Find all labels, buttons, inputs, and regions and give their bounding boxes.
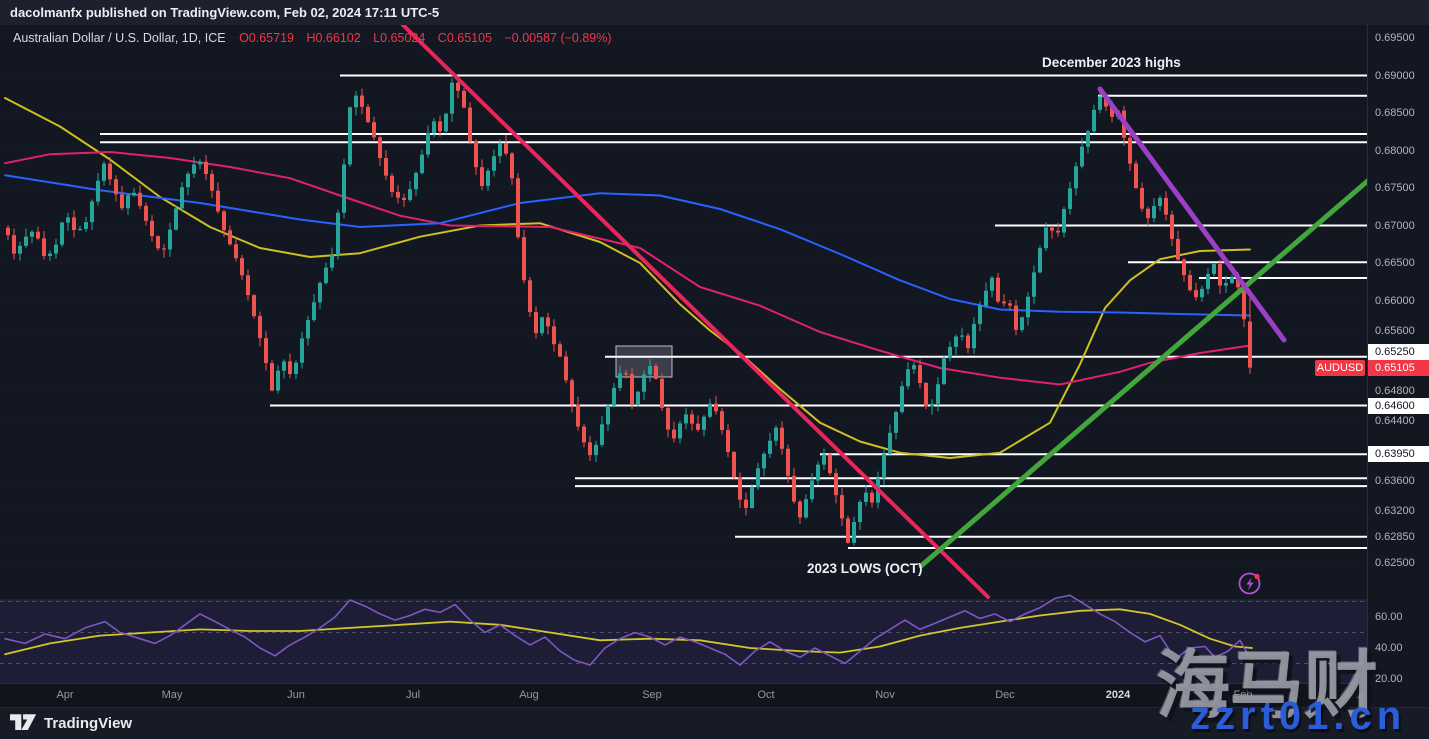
- time-axis-label: May: [161, 689, 183, 701]
- price-tick-label: 0.64800: [1375, 384, 1415, 397]
- publish-text: dacolmanfx published on TradingView.com,…: [10, 5, 440, 20]
- ohlc-open: O0.65719: [239, 31, 294, 45]
- time-axis-label: 2024: [1105, 689, 1131, 701]
- rsi-tick-label: 40.00: [1375, 642, 1403, 654]
- time-axis-label: Sep: [642, 689, 662, 701]
- time-axis-label: Oct: [757, 689, 775, 701]
- price-level-badge: 0.63950: [1368, 446, 1429, 463]
- price-axis[interactable]: 0.69500 0.69000 0.68500 0.68000 0.67500 0.670…: [1367, 25, 1429, 707]
- time-axis[interactable]: Apr May Jun Jul Aug Sep Oct Nov Dec 2024 Feb Mar: [0, 683, 1367, 708]
- time-axis-label: Mar: [1345, 689, 1365, 701]
- ohlc-low: L0.65024: [373, 31, 426, 45]
- price-level-badge: 0.65250: [1368, 343, 1429, 360]
- price-tick-label: 0.62850: [1375, 530, 1415, 543]
- ohlc-high: H0.66102: [306, 31, 361, 45]
- price-tick-label: 0.62500: [1375, 557, 1415, 569]
- audusd-chip-label: AUDUSD: [1316, 361, 1364, 374]
- price-tick-label: 0.66500: [1375, 257, 1415, 269]
- price-tick-label: 0.63600: [1375, 474, 1415, 487]
- ohlc-close: C0.65105: [437, 31, 493, 45]
- time-axis-label: Jun: [287, 689, 305, 701]
- time-axis-label: Apr: [56, 689, 74, 701]
- annotation-december-highs[interactable]: December 2023 highs: [1042, 55, 1181, 70]
- price-tick-label: 0.66000: [1375, 294, 1415, 307]
- symbol-legend[interactable]: Australian Dollar / U.S. Dollar, 1D, ICE…: [13, 31, 621, 45]
- time-axis-label: Aug: [519, 689, 539, 701]
- price-tick-label: 0.65600: [1375, 324, 1415, 337]
- time-axis-label: Dec: [995, 689, 1015, 701]
- ohlc-change: −0.00587 (−0.89%): [504, 31, 612, 45]
- watermark-url: zzrt01.cn: [1190, 694, 1407, 738]
- price-tick-label: 0.67000: [1375, 219, 1415, 232]
- rsi-tick-label: 60.00: [1375, 611, 1403, 623]
- tradingview-logo-text: TradingView: [44, 714, 133, 732]
- annotation-2023-lows[interactable]: 2023 LOWS (OCT): [807, 561, 923, 576]
- current-price-badge: 0.65105: [1368, 359, 1429, 376]
- rsi-tick-label: 20.00: [1375, 673, 1403, 685]
- price-level-badge: 0.64600: [1368, 397, 1429, 414]
- lightning-circle-icon[interactable]: [1237, 570, 1263, 596]
- tradingview-logo-icon: [10, 714, 37, 730]
- price-tick-label: 0.64400: [1375, 414, 1415, 427]
- time-axis-label: Nov: [875, 689, 895, 701]
- price-tick-label: 0.68500: [1375, 107, 1415, 119]
- footer-bar: TradingView: [0, 707, 1429, 739]
- tradingview-logo[interactable]: TradingView: [0, 708, 1429, 733]
- symbol-title[interactable]: Australian Dollar / U.S. Dollar, 1D, ICE: [13, 31, 226, 45]
- price-tick-label: 0.63200: [1375, 504, 1415, 517]
- time-axis-label: Jul: [405, 689, 421, 701]
- price-tick-label: 0.69500: [1375, 32, 1415, 44]
- price-tick-label: 0.67500: [1375, 182, 1415, 194]
- publish-banner: dacolmanfx published on TradingView.com,…: [0, 0, 1429, 25]
- current-price-symbol-badge: AUDUSD: [1315, 359, 1365, 376]
- price-tick-label: 0.68000: [1375, 144, 1415, 157]
- price-tick-label: 0.69000: [1375, 69, 1415, 82]
- time-axis-label: Feb: [1233, 689, 1253, 701]
- watermark-cjk: 海马财经: [1156, 643, 1378, 729]
